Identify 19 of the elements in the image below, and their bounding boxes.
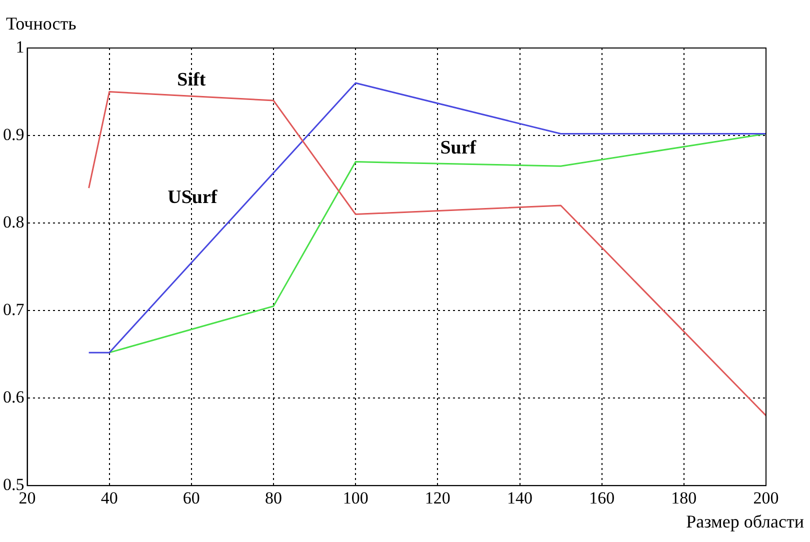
y-tick-label: 0.6 [3,388,24,407]
x-tick-label: 200 [753,488,779,508]
y-tick-label: 0.9 [3,124,24,144]
series-label: USurf [168,187,218,208]
x-tick-label: 40 [100,488,118,508]
x-tick-label: 160 [589,488,615,508]
x-tick-label: 60 [182,488,200,508]
x-tick-label: 140 [507,488,532,508]
x-tick-label: 80 [265,488,282,508]
x-tick-label: 120 [424,488,450,508]
y-tick-label: 0.7 [3,300,25,320]
y-tick-label: 1 [16,37,24,56]
y-axis-title: Точность [6,14,76,34]
x-tick-label: 100 [342,488,368,508]
series-label: Surf [440,137,477,158]
series-label: Sift [177,70,206,91]
x-tick-label: 180 [671,488,697,508]
x-axis-title: Размер области [686,511,804,532]
y-tick-label: 0.8 [3,212,24,232]
